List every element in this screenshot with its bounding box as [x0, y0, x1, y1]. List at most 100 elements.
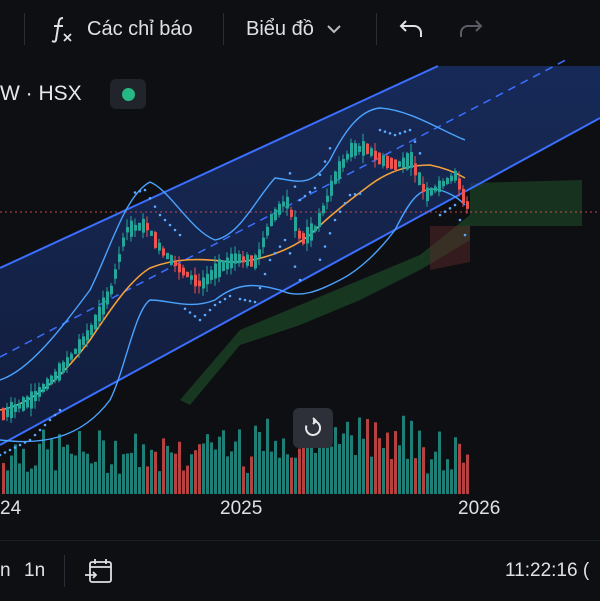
volume-bar — [234, 441, 237, 494]
sar-dot — [313, 186, 317, 190]
sar-dot — [453, 203, 457, 207]
sar-dot — [33, 433, 37, 437]
candle — [258, 249, 261, 258]
ichimoku-cloud — [180, 215, 470, 405]
market-open-dot-icon — [121, 87, 135, 101]
candle — [450, 175, 453, 182]
undo-button[interactable] — [398, 0, 424, 58]
volume-bar — [154, 451, 157, 494]
volume-bar — [382, 448, 385, 494]
volume-bar — [186, 465, 189, 494]
range-button[interactable]: n — [0, 560, 11, 581]
sar-dot — [148, 197, 152, 200]
candle — [394, 159, 397, 170]
sar-dot — [413, 140, 417, 143]
sar-dot — [253, 300, 257, 304]
candle — [22, 397, 25, 411]
candle — [322, 205, 325, 214]
candle — [354, 143, 357, 156]
volume-bar — [218, 436, 221, 494]
sar-dot — [228, 294, 232, 298]
candle — [126, 227, 129, 233]
candle — [46, 378, 49, 390]
volume-bar — [190, 454, 193, 494]
symbol-label[interactable]: W · HSX — [0, 78, 82, 110]
candle — [330, 180, 333, 196]
volume-bar — [306, 441, 309, 494]
sar-dot — [178, 233, 182, 237]
volume-bar — [438, 431, 441, 494]
candle — [82, 336, 85, 345]
candle — [214, 263, 217, 279]
sar-dot — [318, 258, 322, 262]
bottom-divider — [64, 555, 65, 587]
candlestick-series — [2, 133, 469, 423]
candle — [2, 408, 5, 420]
candle — [130, 220, 133, 237]
candle — [178, 263, 181, 273]
sar-dot — [213, 303, 217, 307]
volume-bar — [310, 440, 313, 494]
volume-bar — [378, 438, 381, 494]
volume-bar — [322, 444, 325, 494]
volume-bar — [198, 444, 201, 494]
candle — [50, 375, 53, 385]
volume-bar — [366, 419, 369, 494]
volume-bar — [286, 454, 289, 494]
sar-dot — [408, 128, 412, 132]
reset-chart-button[interactable] — [293, 408, 333, 448]
redo-button[interactable] — [458, 0, 484, 58]
volume-bar — [182, 470, 185, 494]
volume-bar — [90, 463, 93, 494]
range-1y-button[interactable]: 1n — [24, 560, 46, 581]
candle — [294, 216, 297, 232]
sar-dot — [393, 133, 397, 137]
sar-dot — [353, 193, 357, 196]
sar-dot — [323, 245, 327, 248]
candle — [314, 226, 317, 232]
ichimoku-cloud-future — [470, 180, 582, 226]
volume-bar — [122, 454, 125, 494]
volume-bar — [66, 444, 69, 494]
volume-bar — [10, 455, 13, 494]
sar-dot — [48, 418, 52, 422]
candle — [326, 195, 329, 202]
candle — [282, 201, 285, 207]
candle — [114, 269, 117, 279]
candle — [230, 253, 233, 269]
volume-bar — [106, 472, 109, 494]
sar-dot — [183, 307, 187, 311]
candle — [30, 391, 33, 409]
toolbar-divider — [223, 13, 224, 45]
volume-bar — [418, 430, 421, 494]
candle — [262, 237, 265, 248]
candle — [62, 362, 65, 373]
volume-bar — [354, 455, 357, 494]
candle — [90, 324, 93, 336]
goto-date-button[interactable] — [84, 541, 114, 601]
price-chart[interactable] — [0, 58, 600, 540]
volume-bar — [278, 457, 281, 494]
volume-bar — [430, 459, 433, 494]
volume-bar — [362, 438, 365, 494]
toolbar-divider — [24, 13, 25, 45]
candle — [166, 252, 169, 260]
clock-timezone[interactable]: 11:22:16 ( — [505, 560, 590, 581]
market-status-button[interactable] — [110, 79, 146, 109]
sar-dot — [288, 172, 292, 175]
candle — [202, 277, 205, 289]
chart-type-dropdown[interactable]: Biểu đồ — [246, 0, 342, 58]
volume-bar — [450, 469, 453, 494]
candle — [58, 363, 61, 381]
volume-bar — [134, 433, 137, 494]
volume-bar — [2, 463, 5, 494]
volume-bar — [130, 452, 133, 494]
toolbar-divider — [376, 13, 377, 45]
volume-bar — [102, 440, 105, 494]
candle — [238, 254, 241, 264]
candle — [206, 273, 209, 285]
volume-bar — [314, 452, 317, 494]
indicators-button[interactable]: Các chỉ báo — [50, 0, 193, 58]
candle — [426, 187, 429, 202]
candle — [42, 384, 45, 392]
